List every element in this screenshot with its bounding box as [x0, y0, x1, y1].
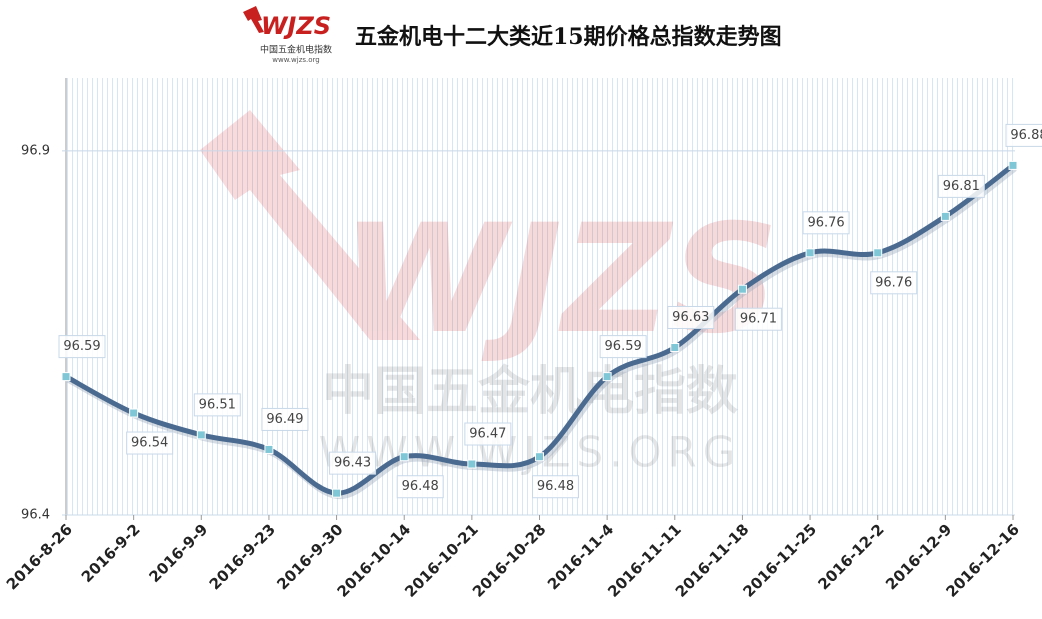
logo-brand: WJZS — [261, 12, 331, 40]
x-tick-label: 2016-11-4 — [544, 520, 617, 593]
chart-title: 五金机电十二大类近15期价格总指数走势图 — [355, 24, 782, 50]
value-label-box — [193, 393, 241, 417]
point-marker — [535, 452, 544, 462]
x-tick-label: 2016-9-9 — [145, 520, 211, 586]
point-marker — [332, 488, 342, 498]
watermark-arrow — [200, 110, 420, 340]
value-label-box — [802, 211, 850, 235]
point-marker — [940, 211, 950, 221]
value-label-group: 96.47 — [464, 422, 512, 446]
point-marker — [1008, 160, 1018, 170]
value-label-group: 96.48 — [532, 475, 579, 499]
value-label-box — [1005, 123, 1042, 147]
value-label-box — [329, 451, 377, 475]
value-label-group: 96.48 — [396, 475, 444, 499]
value-label: 96.71 — [740, 312, 777, 327]
value-label-group: 96.88 — [1005, 123, 1042, 147]
x-tick-label: 2016-9-30 — [273, 520, 346, 593]
value-label-group: 96.54 — [126, 431, 174, 455]
value-label-box — [667, 305, 715, 329]
value-label-box — [396, 475, 444, 499]
point-marker — [467, 459, 477, 469]
logo-name: 中国五金机电指数 — [260, 44, 332, 56]
value-label: 96.43 — [334, 456, 371, 471]
value-label: 96.49 — [266, 412, 303, 427]
x-tick-label: 2016-9-2 — [78, 520, 144, 586]
value-label: 96.88 — [1010, 128, 1042, 143]
value-label-box — [464, 422, 512, 446]
value-label-box — [937, 174, 985, 198]
logo: WJZS 中国五金机电指数 www.wjzs.org — [243, 6, 332, 64]
value-label: 96.76 — [875, 275, 912, 290]
x-tick-label: 2016-9-23 — [206, 520, 279, 593]
value-label-group: 96.76 — [802, 211, 850, 235]
value-label-group: 96.63 — [667, 305, 715, 329]
x-tick-label: 2016-8-26 — [3, 520, 76, 593]
value-label-box — [599, 335, 647, 359]
logo-arrow — [243, 6, 264, 33]
value-label: 96.76 — [807, 215, 844, 230]
point-marker — [873, 248, 883, 258]
point-marker — [196, 430, 206, 440]
value-label-box — [532, 475, 579, 499]
point-marker — [670, 342, 680, 352]
value-label-group: 96.76 — [870, 271, 918, 295]
value-label: 96.48 — [402, 479, 439, 494]
point-marker — [399, 452, 409, 462]
point-marker — [129, 408, 139, 418]
value-label: 96.51 — [199, 397, 236, 412]
value-label: 96.47 — [469, 427, 506, 442]
value-label: 96.54 — [131, 436, 168, 451]
value-label-group: 96.51 — [193, 393, 241, 417]
value-label: 96.48 — [537, 479, 574, 494]
point-marker — [602, 372, 612, 382]
watermark: WJZS 中国五金机电指数 WWW.WJZS.ORG — [200, 110, 779, 477]
x-tick-label: 2016-12-2 — [815, 520, 888, 593]
value-label-box — [58, 335, 106, 359]
point-marker — [264, 444, 274, 454]
value-label-group: 96.59 — [599, 335, 647, 359]
y-tick-label: 96.4 — [21, 508, 50, 523]
value-label-group: 96.59 — [58, 335, 106, 359]
value-label-box — [261, 407, 309, 431]
value-label: 96.59 — [63, 339, 100, 354]
value-label-box — [734, 307, 782, 331]
watermark-name: 中国五金机电指数 — [322, 362, 738, 422]
value-label-group: 96.49 — [261, 407, 309, 431]
logo-url: www.wjzs.org — [272, 56, 319, 64]
x-tick-label: 2016-12-9 — [882, 520, 955, 593]
value-label: 96.81 — [943, 179, 980, 194]
value-label: 96.63 — [672, 310, 709, 325]
point-marker — [737, 284, 747, 294]
value-label-group: 96.71 — [734, 307, 782, 331]
point-marker — [61, 372, 71, 382]
value-label-box — [126, 431, 174, 455]
value-label: 96.59 — [605, 339, 642, 354]
value-label-group: 96.81 — [937, 174, 985, 198]
point-marker — [805, 248, 815, 258]
watermark-url: WWW.WJZS.ORG — [319, 428, 742, 477]
value-label-box — [870, 271, 918, 295]
y-tick-label: 96.9 — [21, 143, 50, 158]
value-label-group: 96.43 — [329, 451, 377, 475]
watermark-brand: WJZS — [341, 193, 779, 367]
